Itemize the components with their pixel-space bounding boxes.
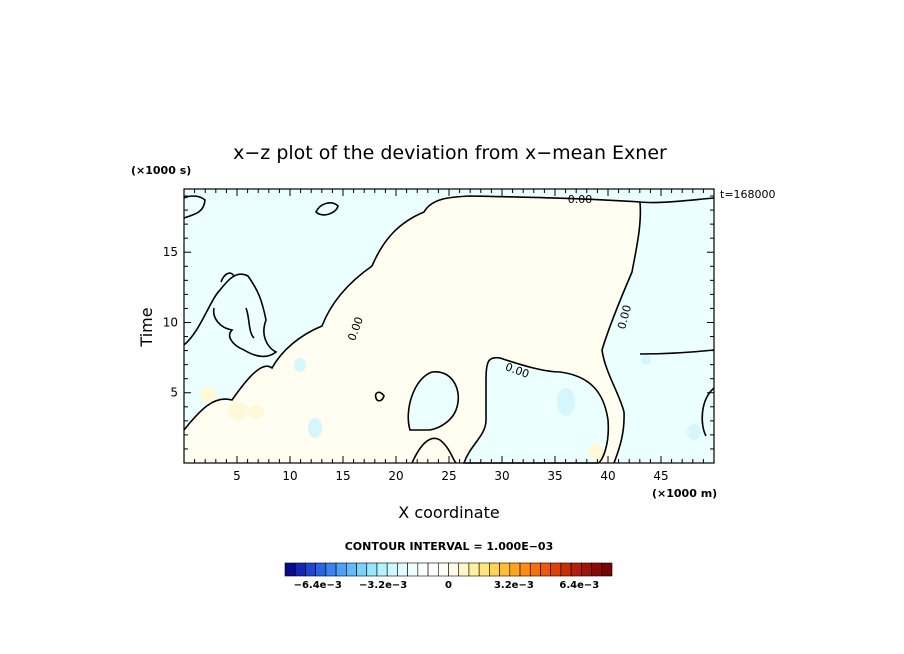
colorbar-swatch: [478, 562, 490, 577]
colorbar-swatch: [570, 562, 582, 577]
positive-pocket: [412, 438, 456, 463]
colorbar-swatch: [315, 562, 327, 577]
colorbar-swatch: [468, 562, 480, 577]
light-yellow-spot: [588, 444, 604, 460]
colorbar-swatch: [294, 562, 306, 577]
light-yellow-spot: [228, 402, 248, 420]
light-blue-spot: [641, 355, 651, 365]
y-tick-label: 10: [163, 315, 178, 329]
x-tick-label: 45: [653, 469, 668, 483]
colorbar-swatch: [560, 562, 572, 577]
colorbar-swatch: [346, 562, 357, 577]
zero-contour-line: [245, 307, 255, 339]
zero-contour-line: [639, 197, 715, 204]
zero-contour-line: [220, 272, 235, 283]
colorbar-swatch: [335, 562, 347, 577]
zero-contour-line: [183, 195, 206, 219]
y-axis-label: Time: [137, 307, 156, 347]
colorbar-swatch: [325, 562, 337, 577]
time-stamp-label: t=168000: [720, 188, 776, 201]
colorbar-swatch: [427, 562, 439, 577]
zero-contour-line: [411, 437, 457, 464]
contour-label: 0.00: [568, 193, 593, 206]
colorbar-swatch: [376, 562, 388, 577]
x-tick-label: 35: [547, 469, 562, 483]
colorbar-swatch: [437, 562, 449, 577]
colorbar-swatch: [417, 562, 429, 577]
x-units-label: (×1000 m): [652, 487, 717, 500]
colorbar-swatch: [509, 562, 521, 577]
zero-contours: [183, 195, 715, 464]
x-tick-label: 30: [494, 469, 509, 483]
light-blue-spot: [687, 424, 701, 440]
colorbar-swatch: [499, 562, 511, 577]
zero-contour-line: [183, 195, 642, 464]
zero-contour-line: [315, 202, 339, 216]
contour-fills: [184, 196, 701, 463]
colorbar-swatch: [284, 562, 296, 577]
x-axis-label: X coordinate: [398, 503, 499, 522]
colorbar-swatch: [407, 562, 419, 577]
colorbar-swatch: [550, 562, 562, 577]
colorbar-swatch: [581, 562, 592, 577]
x-tick-label: 10: [282, 469, 297, 483]
zero-contour-line: [407, 371, 460, 431]
colorbar-swatch: [591, 562, 603, 577]
colorbar-swatch: [386, 562, 398, 577]
contour-interval-text: CONTOUR INTERVAL = 1.000E−03: [345, 540, 554, 553]
colorbar-swatch: [448, 562, 460, 577]
y-axis-ticks: 5 10 15: [163, 195, 714, 450]
negative-pocket: [408, 371, 459, 430]
colorbar-swatch: [366, 562, 378, 577]
negative-pocket: [464, 357, 609, 463]
x-tick-label: 25: [441, 469, 456, 483]
light-blue-spot: [557, 388, 575, 416]
colorbar-swatch: [529, 562, 541, 577]
contour-label: 0.00: [615, 304, 634, 331]
colorbar-swatch: [601, 562, 613, 577]
colorbar-tick-labels: −6.4e−3 −3.2e−3 0 3.2e−3 6.4e−3: [294, 580, 600, 591]
y-units-label: (×1000 s): [131, 164, 191, 177]
zero-contour-line: [374, 391, 385, 402]
light-blue-spot: [294, 358, 306, 372]
colorbar-tick-label: −6.4e−3: [294, 580, 342, 591]
colorbar: [284, 562, 613, 577]
colorbar-tick-label: 6.4e−3: [559, 580, 599, 591]
colorbar-swatch: [458, 562, 470, 577]
y-tick-label: 15: [163, 245, 178, 259]
colorbar-tick-label: 0: [445, 580, 452, 591]
colorbar-swatch: [540, 562, 551, 577]
light-yellow-spot: [200, 387, 216, 403]
x-axis-ticks: 5 10 15 20 25 30 35 40 45: [194, 189, 704, 483]
light-yellow-spot: [248, 405, 264, 419]
zero-contour-line: [701, 387, 715, 437]
x-tick-label: 40: [600, 469, 615, 483]
x-tick-label: 20: [388, 469, 403, 483]
colorbar-swatch: [356, 562, 368, 577]
x-tick-label: 5: [233, 469, 241, 483]
light-blue-spot: [308, 418, 322, 438]
colorbar-swatch: [519, 562, 531, 577]
chart-title: x−z plot of the deviation from x−mean Ex…: [233, 142, 667, 164]
x-tick-label: 15: [335, 469, 350, 483]
colorbar-swatch: [397, 562, 408, 577]
zero-contour-line: [183, 273, 278, 358]
colorbar-swatch: [305, 562, 316, 577]
zero-contour-line: [462, 356, 610, 464]
zero-contour-line: [639, 349, 715, 355]
colorbar-swatch: [489, 562, 500, 577]
y-tick-label: 5: [170, 386, 178, 400]
colorbar-tick-label: 3.2e−3: [494, 580, 534, 591]
colorbar-tick-label: −3.2e−3: [359, 580, 407, 591]
